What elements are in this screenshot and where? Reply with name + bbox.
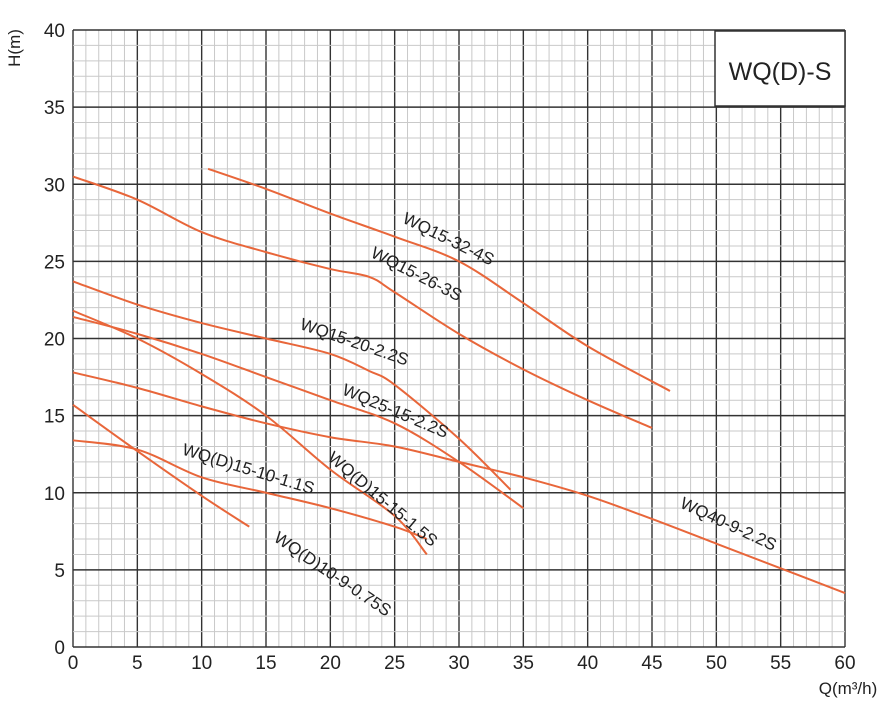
x-axis-label: Q(m³/h) [819,679,878,698]
x-tick-label: 30 [448,653,469,674]
series-label: WQ(D)10-9-0.75S [270,528,394,620]
grid [72,29,846,648]
title-box [714,30,846,107]
x-tick-label: 60 [834,653,855,674]
y-tick-label: 35 [44,98,65,119]
x-axis-label-text: Q(m³/h) [819,679,878,698]
x-tick-label: 10 [191,653,212,674]
x-tick-label: 40 [577,653,598,674]
series-lines [72,167,846,594]
y-tick-label: 10 [44,484,65,505]
x-tick-label: 35 [513,653,534,674]
series-line [72,439,428,540]
series-line [72,315,524,509]
series-line [72,309,428,556]
series-line [72,371,846,594]
x-tick-label: 25 [384,653,405,674]
x-tick-label: 50 [706,653,727,674]
y-tick-label: 5 [54,561,65,582]
series-labels: WQ15-32-4SWQ15-26-3SWQ15-20-2.2SWQ25-15-… [180,209,780,621]
x-tick-label: 20 [320,653,341,674]
series-line [72,404,250,528]
y-tick-label: 20 [44,330,65,351]
chart-title: WQ(D)-S [729,58,832,86]
y-tick-label: 15 [44,407,65,428]
y-tick-label: 40 [44,21,65,42]
series-label: WQ(D)15-15-1.5S [324,448,441,551]
series-line [207,167,671,392]
x-tick-label: 0 [68,653,79,674]
x-tick-label: 55 [770,653,791,674]
x-tick-label: 15 [255,653,276,674]
series-line [72,280,512,491]
y-tick-label: 30 [44,175,65,196]
x-tick-label: 45 [641,653,662,674]
x-tick-label: 5 [132,653,143,674]
y-tick-label: 0 [54,638,65,659]
tick-labels: 0 5 10 15 20 25 30 35 40 45 50 55 60 0 5 10 15 20 25 30 35 40 [44,21,856,674]
y-axis-label: H(m) [5,29,24,67]
series-label: WQ15-26-3S [368,243,465,305]
y-tick-label: 25 [44,252,65,273]
series-line [72,175,653,429]
series-label: WQ15-32-4S [400,209,497,270]
